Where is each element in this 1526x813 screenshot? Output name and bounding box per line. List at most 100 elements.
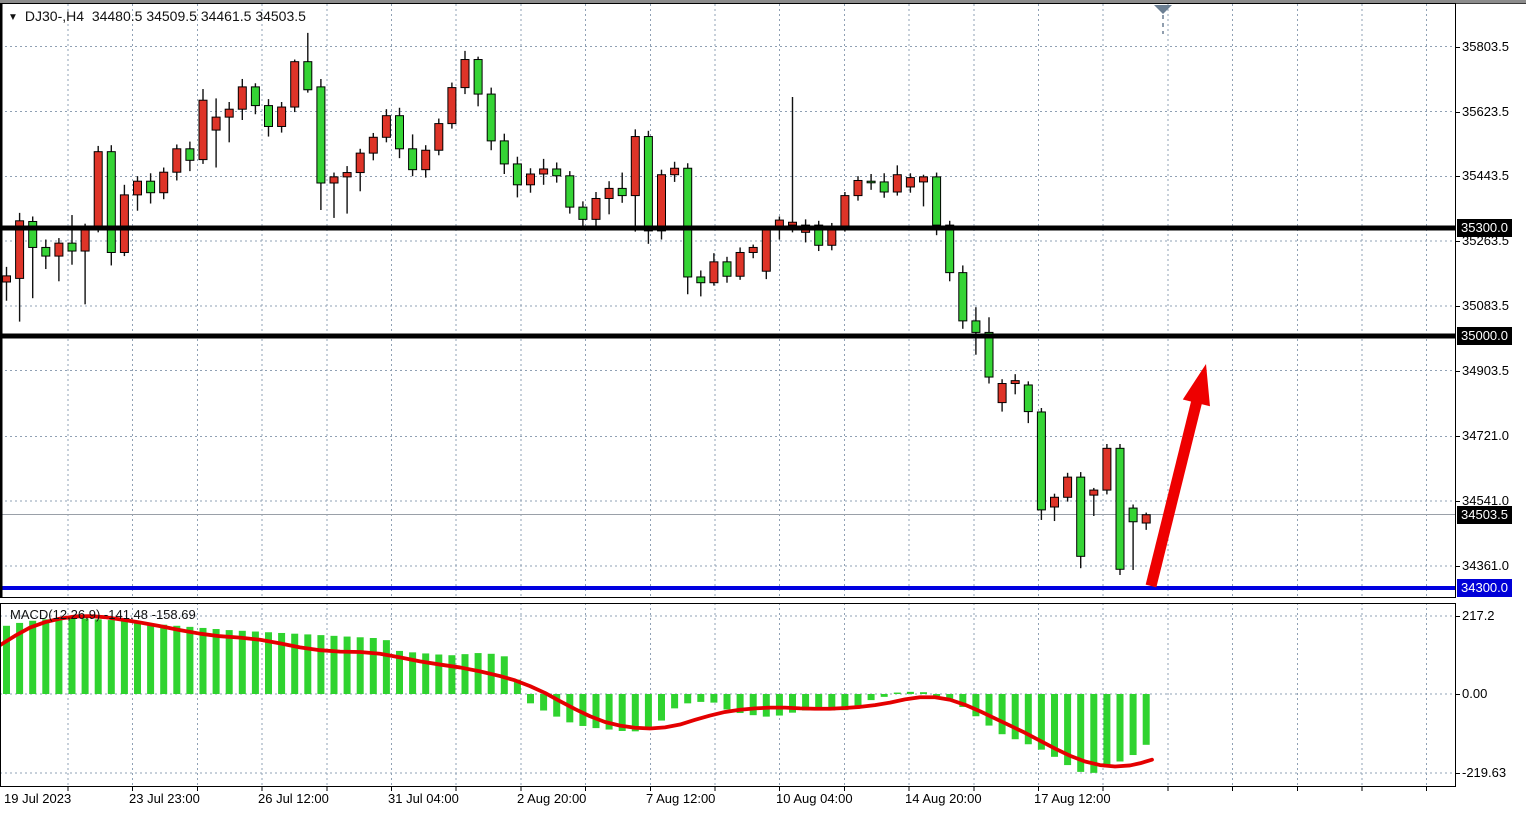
trend-arrow-head[interactable] — [1182, 364, 1210, 407]
time-axis-label: 2 Aug 20:00 — [517, 791, 587, 806]
candle-bullish — [1063, 476, 1073, 498]
macd-histogram-bar — [225, 630, 233, 694]
time-axis-label: 26 Jul 12:00 — [258, 791, 329, 806]
candle-bullish — [15, 220, 25, 279]
macd-histogram-bar — [893, 692, 901, 694]
price-tick-label: 34721.0 — [1462, 428, 1509, 443]
candle-bearish — [250, 86, 260, 107]
candle-bearish — [617, 187, 627, 197]
price-tick-label: 34903.5 — [1462, 363, 1509, 378]
pane-resize-handle[interactable] — [0, 598, 1456, 603]
macd-histogram-bar — [959, 694, 967, 707]
candle-bearish — [565, 175, 575, 208]
macd-histogram-bar — [1037, 694, 1045, 750]
macd-histogram-bar — [618, 694, 626, 731]
candle-bearish — [316, 86, 326, 184]
candle-bearish — [643, 136, 653, 232]
macd-histogram-bar — [422, 653, 430, 694]
macd-histogram-bar — [749, 694, 757, 716]
candle-bearish — [1036, 411, 1046, 511]
macd-histogram-bar — [265, 632, 272, 694]
candle-bearish — [1076, 476, 1086, 557]
chart-title: ▼ DJ30-,H4 34480.5 34509.5 34461.5 34503.… — [8, 8, 306, 24]
macd-histogram-bar — [317, 635, 325, 694]
macd-histogram-bar — [920, 692, 927, 694]
macd-histogram-bar — [278, 632, 286, 694]
candle-bearish — [1128, 507, 1138, 523]
macd-tick-label: 217.2 — [1462, 608, 1495, 623]
candle-bearish — [1115, 447, 1125, 570]
macd-histogram-bar — [867, 694, 875, 701]
candle-bearish — [984, 331, 994, 378]
candle-bullish — [630, 136, 640, 197]
macd-histogram-bar — [540, 694, 548, 711]
macd-tick-label: 0.00 — [1462, 686, 1488, 701]
candle-bullish — [591, 197, 601, 220]
candle-bearish — [264, 105, 273, 127]
candle-bullish — [1102, 447, 1112, 491]
macd-signal-line — [0, 614, 1154, 769]
macd-histogram-bar — [906, 691, 914, 694]
candle-bullish — [1010, 380, 1020, 385]
macd-histogram-bar — [553, 694, 561, 717]
price-tick-label: 34541.0 — [1462, 493, 1509, 508]
macd-histogram-bar — [985, 694, 993, 726]
chart-shift-marker-icon[interactable] — [1154, 5, 1172, 14]
candle-bullish — [290, 61, 300, 108]
macd-histogram-bar — [815, 694, 823, 711]
time-axis-label: 7 Aug 12:00 — [646, 791, 716, 806]
price-tick-label: 35623.5 — [1462, 104, 1509, 119]
time-axis-label: 17 Aug 12:00 — [1034, 791, 1111, 806]
trend-arrow-shaft[interactable] — [1145, 395, 1204, 588]
macd-histogram-bar — [500, 656, 508, 694]
macd-histogram-bar — [160, 624, 168, 694]
candle-bullish — [526, 173, 535, 186]
macd-histogram-bar — [710, 694, 718, 703]
candle-bearish — [28, 221, 38, 248]
candle-bullish — [1089, 489, 1099, 496]
candle-bearish — [303, 61, 313, 91]
candle-bullish — [460, 59, 470, 89]
candle-bullish — [2, 275, 11, 283]
triangle-down-icon[interactable]: ▼ — [8, 12, 18, 23]
candle-bullish — [905, 177, 915, 188]
candle-bullish — [93, 151, 103, 230]
candle-bearish — [146, 180, 156, 194]
price-tick-mark — [1455, 436, 1460, 437]
candle-bearish — [408, 148, 418, 171]
candle-bullish — [198, 99, 208, 161]
macd-histogram-bar — [1090, 694, 1098, 773]
macd-histogram-bar — [933, 694, 941, 697]
price-tick-label: 34361.0 — [1462, 558, 1509, 573]
candle-bearish — [395, 115, 404, 150]
candle-bearish — [512, 163, 522, 186]
macd-histogram-bar — [186, 626, 194, 694]
price-line-label: 34503.5 — [1457, 506, 1512, 524]
macd-histogram-bar — [605, 694, 613, 730]
candle-bearish — [722, 261, 732, 277]
macd-histogram-bar — [946, 694, 954, 700]
macd-histogram-bar — [1142, 694, 1150, 745]
macd-histogram-bar — [3, 625, 10, 694]
candle-bullish — [1141, 514, 1151, 524]
candle-bullish — [119, 194, 129, 253]
time-axis-label: 10 Aug 04:00 — [776, 791, 853, 806]
macd-histogram-bar — [998, 694, 1006, 735]
candle-bearish — [932, 176, 942, 226]
candle-bullish — [919, 176, 928, 183]
candle-bearish — [945, 224, 955, 274]
price-tick-label: 35803.5 — [1462, 39, 1509, 54]
macd-histogram-bar — [81, 618, 89, 694]
candle-bullish — [342, 172, 352, 178]
candle-bullish — [133, 180, 142, 196]
price-tick-mark — [1455, 47, 1460, 48]
candle-bullish — [159, 171, 169, 194]
macd-histogram-bar — [396, 650, 403, 694]
macd-histogram-bar — [631, 694, 639, 732]
candle-bullish — [224, 108, 234, 118]
price-tick-mark — [1455, 241, 1460, 242]
candle-bullish — [421, 149, 431, 171]
macd-histogram-bar — [251, 631, 259, 694]
